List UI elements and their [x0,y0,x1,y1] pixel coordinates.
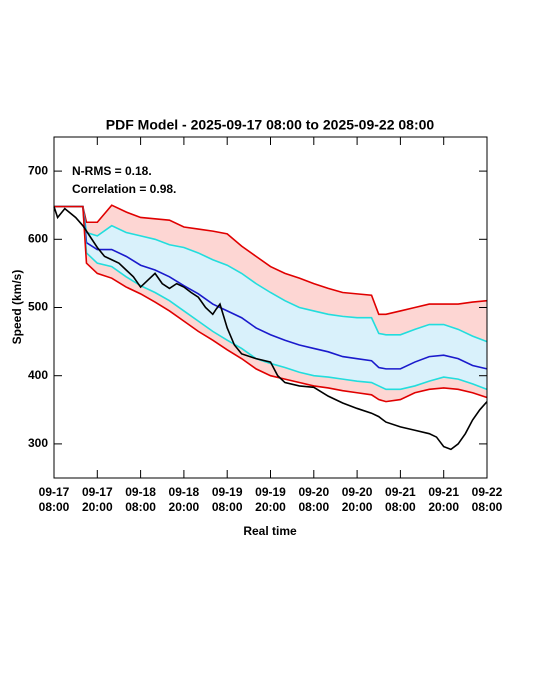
series-line [54,204,488,316]
x-tick-label: 09-22 08:00 [471,485,503,514]
annotation: Correlation = 0.98. [72,182,176,196]
series-line [54,205,488,370]
x-tick-label: 09-18 08:00 [125,485,156,514]
x-tick-label: 09-19 08:00 [211,485,243,514]
x-axis-label: Real time [243,524,297,538]
x-tick-label: 09-20 08:00 [298,485,330,514]
y-tick-label: 300 [28,436,48,450]
y-tick-label: 400 [28,368,48,382]
x-tick-label: 09-17 20:00 [81,485,113,514]
series-line [54,205,488,343]
y-axis-label: Speed (km/s) [10,270,24,345]
x-tick-label: 09-18 20:00 [168,485,200,514]
band [54,206,487,390]
x-tick-label: 09-21 08:00 [385,485,416,514]
x-tick-label: 09-20 20:00 [341,485,373,514]
x-tick-label: 09-21 20:00 [428,485,460,514]
y-tick-label: 600 [28,231,48,245]
series-line [53,206,488,451]
annotation: N-RMS = 0.18. [72,164,152,178]
x-tick-label: 09-19 20:00 [255,485,286,514]
x-tick-label: 09-17 08:00 [38,485,70,514]
y-tick-label: 700 [28,163,48,177]
series-line [54,205,488,403]
chart-title: PDF Model - 2025-09-17 08:00 to 2025-09-… [106,117,435,133]
y-tick-label: 500 [28,300,48,314]
